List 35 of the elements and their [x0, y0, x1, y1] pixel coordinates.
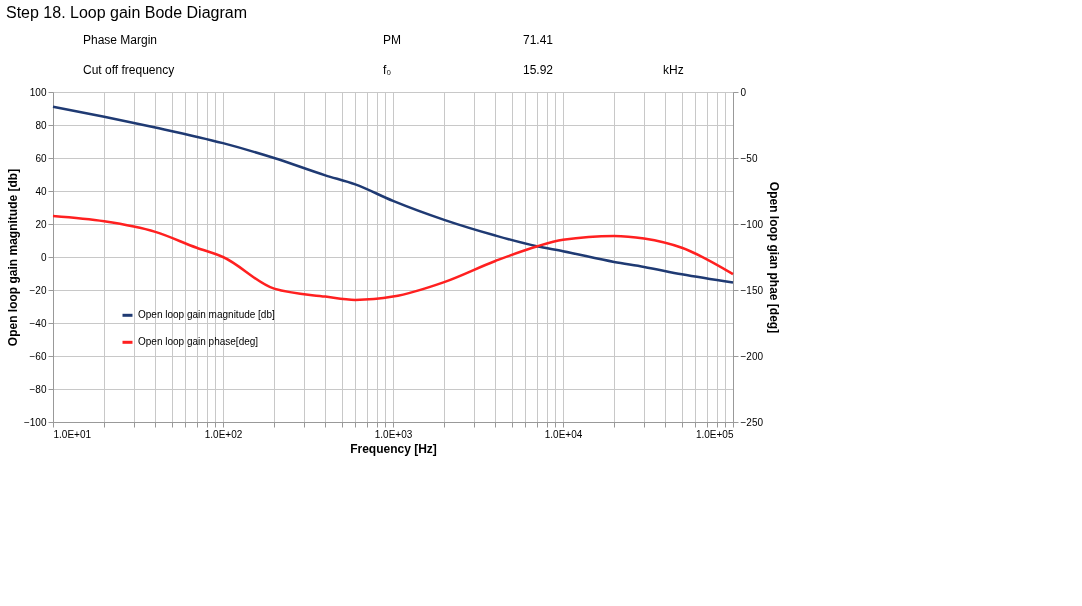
x-tick-label: 1.0E+05: [695, 428, 734, 440]
y-tick-label: 60: [35, 152, 47, 164]
x-tick-label: 1.0E+03: [374, 428, 413, 440]
text: kHz: [663, 63, 684, 77]
text: PM: [383, 33, 401, 47]
text: 71.41: [523, 33, 554, 47]
y-tick-label: 80: [35, 119, 47, 131]
x-tick-label: 1.0E+04: [544, 428, 583, 440]
y2-tick-label: −250: [740, 416, 764, 428]
y-tick-label: 20: [35, 218, 47, 230]
y-tick-label: 40: [35, 185, 47, 197]
y-tick-label: −80: [29, 383, 47, 395]
y-tick-label: −100: [23, 416, 47, 428]
x-tick-label: 1.0E+01: [53, 428, 92, 440]
y2-tick-label: −200: [740, 350, 764, 362]
x-axis-title: Frequency [Hz]: [350, 441, 437, 456]
legend-label: Open loop gain magnitude [db]: [138, 309, 275, 321]
text: 15.92: [523, 63, 554, 77]
y2-tick-label: −150: [740, 284, 764, 296]
y2-tick-label: −100: [740, 218, 764, 230]
y-tick-label: −40: [29, 317, 47, 329]
legend-label: Open loop gain phase[deg]: [138, 336, 259, 348]
text: f₀: [383, 63, 392, 77]
text: Cut off frequency: [83, 63, 175, 77]
chart-title: Step 18. Loop gain Bode Diagram: [5, 4, 248, 21]
y-tick-label: 100: [29, 86, 47, 98]
y-tick-label: −20: [29, 284, 47, 296]
y-tick-label: 0: [40, 251, 47, 263]
y-tick-label: −60: [29, 350, 47, 362]
y2-tick-label: 0: [740, 86, 747, 98]
y2-tick-label: −50: [740, 152, 758, 164]
y-axis-title: Open loop gain magnitude [db]: [5, 168, 20, 347]
text: Phase Margin: [83, 33, 158, 47]
x-tick-label: 1.0E+02: [204, 428, 243, 440]
y2-axis-title: Open loop gian phae [deg]: [767, 181, 782, 334]
